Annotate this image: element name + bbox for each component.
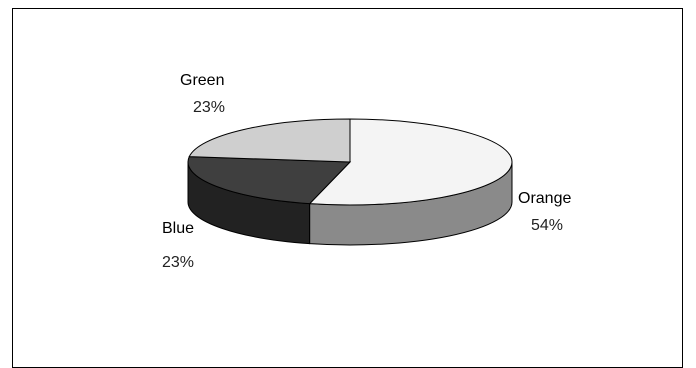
slice-percent-green: 23% [193,99,226,116]
slice-orange [308,118,513,206]
slice-label-green: Green [180,72,225,89]
slice-label-orange: Orange [518,190,572,207]
slice-label-blue: Blue [162,220,195,237]
pie-chart [187,118,513,246]
slice-blue [187,156,352,205]
slice-green [188,118,351,163]
slice-percent-orange: 54% [531,217,564,234]
slice-percent-blue: 23% [162,254,195,271]
